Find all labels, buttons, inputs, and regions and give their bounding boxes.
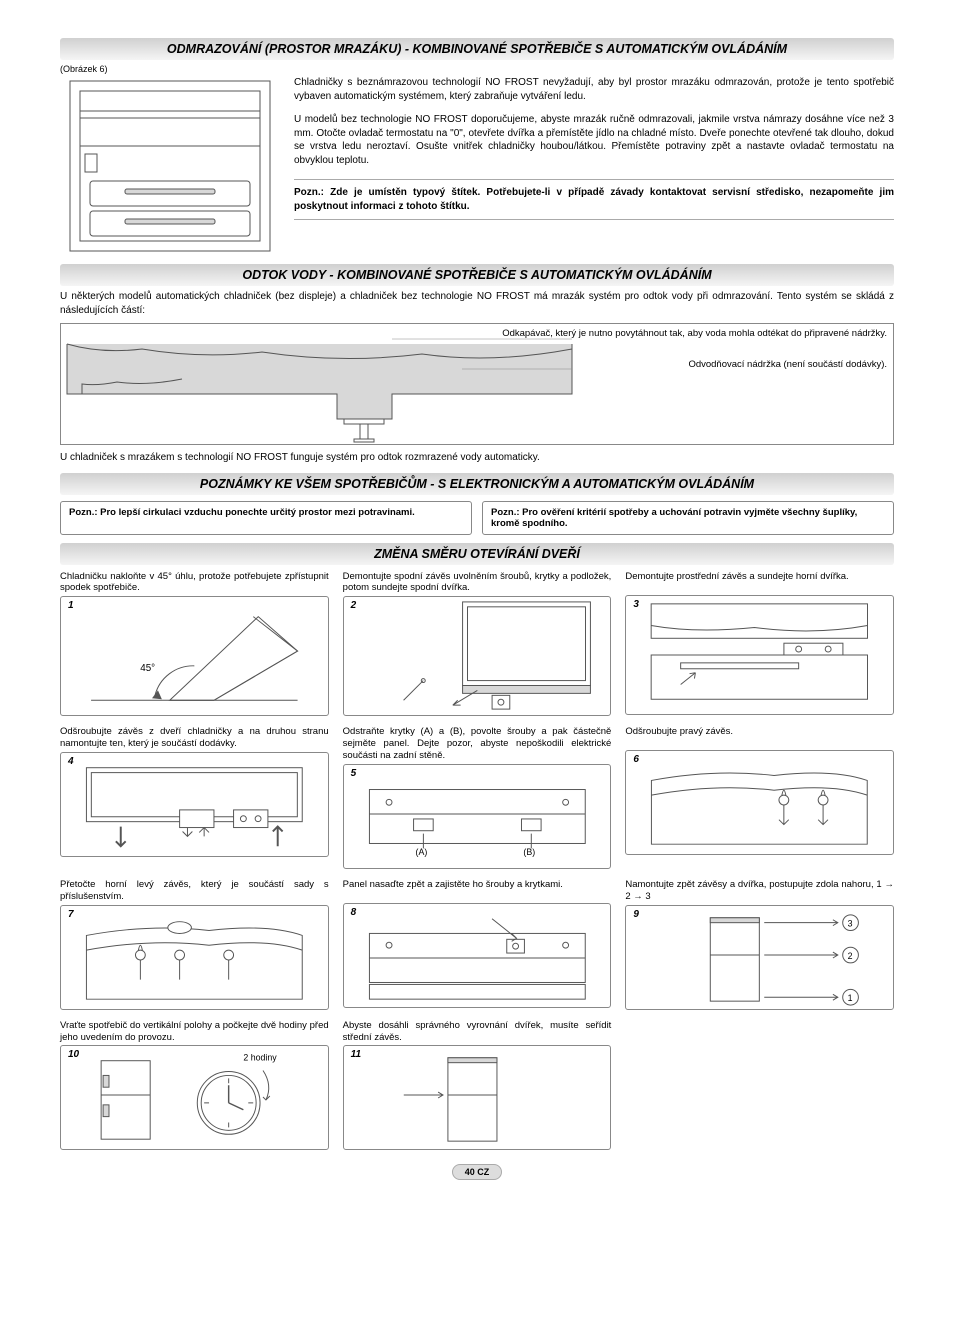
step-1: Chladničku nakloňte v 45° úhlu, protože … <box>60 571 329 717</box>
step-number: 10 <box>66 1049 81 1060</box>
step-10: Vraťte spotřebič do vertikální polohy a … <box>60 1020 329 1151</box>
svg-text:2: 2 <box>848 951 853 961</box>
heading-drain: ODTOK VODY - KOMBINOVANÉ SPOTŘEBIČE S AU… <box>60 264 894 286</box>
heading-door: ZMĚNA SMĚRU OTEVÍRÁNÍ DVEŘÍ <box>60 543 894 565</box>
step-text: Panel nasaďte zpět a zajistěte ho šrouby… <box>343 879 612 901</box>
note-card-2: Pozn.: Pro ověření kritérií spotřeby a u… <box>482 501 894 535</box>
heading-defrost: ODMRAZOVÁNÍ (PROSTOR MRAZÁKU) - KOMBINOV… <box>60 38 894 60</box>
step-number: 9 <box>631 909 641 920</box>
defrost-note: Pozn.: Zde je umístěn typový štítek. Pot… <box>294 179 894 220</box>
step-number: 8 <box>349 907 359 918</box>
svg-text:(A): (A) <box>415 847 427 857</box>
drain-illustration: Odkapávač, který je nutno povytáhnout ta… <box>60 323 894 445</box>
step-number: 4 <box>66 756 76 767</box>
step-text: Demontujte spodní závěs uvolněním šroubů… <box>343 571 612 595</box>
defrost-p2: U modelů bez technologie NO FROST doporu… <box>294 113 894 167</box>
step-number: 1 <box>66 600 76 611</box>
drain-outro: U chladniček s mrazákem s technologií NO… <box>60 451 894 465</box>
svg-text:2 hodiny: 2 hodiny <box>243 1053 277 1063</box>
svg-text:45°: 45° <box>140 663 155 674</box>
step-text: Namontujte zpět závěsy a dvířka, postupu… <box>625 879 894 903</box>
step-number: 2 <box>349 600 359 611</box>
step-4: Odšroubujte závěs z dveří chladničky a n… <box>60 726 329 869</box>
step-text: Abyste dosáhli správného vyrovnání dvíře… <box>343 1020 612 1044</box>
drain-label-1: Odkapávač, který je nutno povytáhnout ta… <box>502 328 887 339</box>
drain-label-2: Odvodňovací nádržka (není součástí dodáv… <box>502 359 887 370</box>
step-8: Panel nasaďte zpět a zajistěte ho šrouby… <box>343 879 612 1010</box>
step-6: Odšroubujte pravý závěs. 6 <box>625 726 894 869</box>
svg-text:(B): (B) <box>523 847 535 857</box>
step-11: Abyste dosáhli správného vyrovnání dvíře… <box>343 1020 612 1151</box>
svg-text:3: 3 <box>848 918 853 928</box>
step-5: Odstraňte krytky (A) a (B), povolte šrou… <box>343 726 612 869</box>
svg-text:1: 1 <box>848 993 853 1003</box>
drain-intro: U některých modelů automatických chladni… <box>60 290 894 317</box>
step-number: 7 <box>66 909 76 920</box>
step-3: Demontujte prostřední závěs a sundejte h… <box>625 571 894 717</box>
step-text: Vraťte spotřebič do vertikální polohy a … <box>60 1020 329 1044</box>
figure-label: (Obrázek 6) <box>60 64 894 74</box>
step-text: Chladničku nakloňte v 45° úhlu, protože … <box>60 571 329 595</box>
step-number: 6 <box>631 754 641 765</box>
step-2: Demontujte spodní závěs uvolněním šroubů… <box>343 571 612 717</box>
note-card-1: Pozn.: Pro lepší cirkulaci vzduchu ponec… <box>60 501 472 535</box>
step-number: 3 <box>631 599 641 610</box>
heading-notes: POZNÁMKY KE VŠEM SPOTŘEBIČŮM - S ELEKTRO… <box>60 473 894 495</box>
step-number: 5 <box>349 768 359 779</box>
page-number: 40 CZ <box>60 1164 894 1180</box>
defrost-illustration <box>60 76 280 256</box>
step-number: 11 <box>349 1049 363 1060</box>
step-text: Odšroubujte závěs z dveří chladničky a n… <box>60 726 329 750</box>
step-9: Namontujte zpět závěsy a dvířka, postupu… <box>625 879 894 1010</box>
step-7: Přetočte horní levý závěs, který je souč… <box>60 879 329 1010</box>
defrost-p1: Chladničky s beznámrazovou technologií N… <box>294 76 894 103</box>
step-text: Odstraňte krytky (A) a (B), povolte šrou… <box>343 726 612 762</box>
step-text: Demontujte prostřední závěs a sundejte h… <box>625 571 894 593</box>
step-text: Odšroubujte pravý závěs. <box>625 726 894 748</box>
step-text: Přetočte horní levý závěs, který je souč… <box>60 879 329 903</box>
